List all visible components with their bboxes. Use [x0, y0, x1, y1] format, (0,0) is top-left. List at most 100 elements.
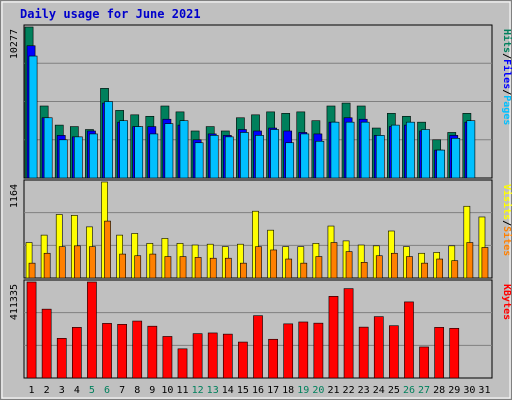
x-tick-label: 28: [433, 385, 445, 396]
bar-kbytes-day-6: [102, 323, 112, 379]
bar-kbytes-day-3: [56, 338, 67, 379]
bar-pages-day-23: [360, 121, 370, 179]
bar-kbytes-day-10: [162, 336, 173, 379]
x-tick-label: 3: [59, 385, 65, 396]
x-tick-label: 13: [207, 385, 219, 396]
bar-pages-day-13: [209, 135, 219, 179]
legend-separator: /: [501, 220, 512, 226]
bar-pages-day-25: [391, 124, 400, 179]
x-tick-label: 6: [104, 385, 110, 396]
x-tick-label: 23: [358, 385, 370, 396]
bar-pages-day-11: [179, 120, 189, 179]
bar-sites-day-3: [58, 246, 66, 279]
legend-hits-files-pages: Hits/Files/Pages: [501, 29, 512, 125]
bar-sites-day-19: [300, 262, 308, 279]
bar-kbytes-day-12: [192, 333, 203, 379]
bar-kbytes-day-18: [283, 323, 294, 379]
y-max-label: 1164: [9, 184, 20, 208]
x-tick-label: 12: [192, 385, 204, 396]
legend-kbytes: KBytes: [501, 284, 512, 320]
bar-pages-day-8: [134, 126, 144, 179]
bar-sites-day-13: [209, 257, 217, 279]
bar-pages-day-29: [451, 138, 461, 179]
bar-sites-day-20: [315, 256, 323, 279]
x-tick-label: 20: [312, 385, 324, 396]
legend-item-sites: Sites: [501, 226, 512, 256]
x-tick-label: 19: [297, 385, 309, 396]
legend-item-kbytes: KBytes: [501, 284, 512, 320]
bar-kbytes-day-11: [177, 348, 188, 379]
bar-sites-day-6: [104, 220, 111, 279]
bar-pages-day-9: [149, 133, 159, 179]
x-tick-label: 15: [237, 385, 249, 396]
bar-pages-day-2: [43, 117, 53, 179]
bar-sites-day-30: [466, 242, 474, 279]
x-tick-label: 25: [388, 385, 400, 396]
bar-sites-day-18: [285, 258, 293, 279]
bar-kbytes-day-24: [373, 316, 384, 379]
bar-sites-day-15: [240, 262, 247, 279]
bar-sites-day-4: [73, 245, 81, 279]
bar-sites-day-27: [421, 262, 428, 279]
legend-item-visits: Visits: [501, 184, 512, 220]
bar-sites-day-21: [330, 242, 338, 279]
bar-kbytes-day-22: [343, 288, 354, 379]
bar-sites-day-29: [451, 260, 459, 279]
bar-pages-day-30: [466, 120, 476, 179]
bar-kbytes-day-5: [87, 281, 97, 379]
bar-pages-day-22: [345, 121, 355, 179]
x-tick-label: 9: [149, 385, 155, 396]
x-tick-label: 22: [343, 385, 355, 396]
bar-pages-day-6: [104, 101, 113, 179]
x-tick-label: 10: [161, 385, 173, 396]
bar-kbytes-day-15: [238, 341, 248, 379]
bar-sites-day-25: [391, 252, 398, 279]
legend-separator: /: [501, 89, 512, 95]
bar-pages-day-4: [73, 136, 83, 179]
bar-kbytes-day-16: [253, 315, 263, 379]
y-max-label: 10277: [9, 29, 20, 59]
panel-hits-files-pages: 10277 Hits/Files/Pages: [9, 24, 512, 179]
bar-kbytes-day-29: [449, 327, 460, 379]
bar-pages-day-5: [89, 133, 98, 179]
bar-sites-day-9: [149, 253, 157, 279]
bar-pages-day-10: [164, 123, 174, 179]
bar-sites-day-11: [179, 256, 187, 279]
bar-kbytes-day-13: [207, 332, 218, 379]
bar-sites-day-1: [28, 262, 36, 279]
bar-kbytes-day-19: [298, 321, 309, 379]
x-tick-label: 30: [463, 385, 475, 396]
x-tick-label: 5: [89, 385, 95, 396]
bar-pages-day-3: [58, 139, 68, 179]
bar-kbytes-day-20: [313, 322, 324, 379]
bar-pages-day-19: [300, 133, 310, 179]
panel-kbytes: 411335 KBytes: [9, 279, 512, 379]
bar-kbytes-day-7: [117, 324, 127, 379]
bar-sites-day-5: [89, 246, 96, 279]
legend-item-pages: Pages: [501, 95, 512, 125]
bar-sites-day-16: [255, 246, 262, 279]
legend-item-hits: Hits: [501, 29, 512, 53]
bar-kbytes-day-1: [26, 281, 37, 379]
legend-separator: /: [501, 53, 512, 59]
bar-sites-day-26: [406, 256, 413, 279]
bar-kbytes-day-17: [268, 338, 278, 379]
bar-kbytes-day-25: [389, 325, 399, 379]
chart-title: Daily usage for June 2021: [20, 7, 201, 21]
x-tick-label: 16: [252, 385, 264, 396]
x-tick-label: 7: [119, 385, 125, 396]
bar-kbytes-day-9: [147, 325, 158, 379]
bar-sites-day-24: [375, 255, 383, 279]
legend-item-files: Files: [501, 59, 512, 89]
bar-kbytes-day-14: [222, 333, 233, 379]
x-tick-label: 2: [44, 385, 50, 396]
bar-pages-day-15: [240, 132, 249, 179]
bar-pages-day-24: [375, 135, 385, 179]
x-tick-label: 14: [222, 385, 234, 396]
bar-pages-day-20: [315, 140, 325, 179]
x-tick-label: 17: [267, 385, 279, 396]
bar-pages-day-28: [436, 149, 446, 179]
x-tick-label: 8: [134, 385, 140, 396]
bar-pages-day-27: [421, 129, 430, 179]
